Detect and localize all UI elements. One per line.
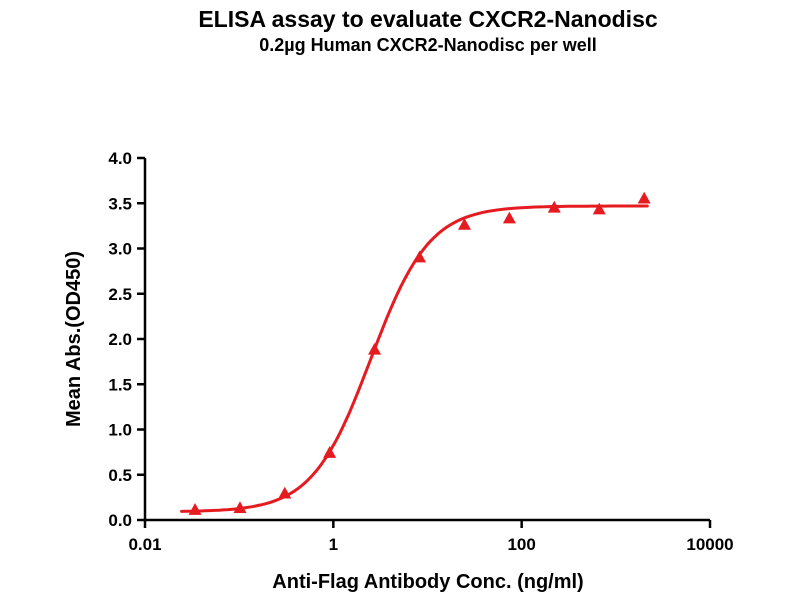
data-points: [188, 191, 651, 515]
y-axis-label: Mean Abs.(OD450): [63, 251, 85, 427]
fit-curve-path: [180, 204, 649, 513]
data-point: [457, 217, 471, 230]
x-tick-label: 1: [329, 535, 338, 554]
x-tick-label: 0.01: [128, 535, 161, 554]
data-point: [188, 503, 202, 515]
y-tick-label: 0.0: [108, 511, 132, 530]
y-tick-label: 3.5: [108, 194, 132, 213]
data-point: [323, 446, 337, 458]
data-point: [278, 486, 292, 499]
chart-title: ELISA assay to evaluate CXCR2-Nanodisc: [198, 6, 658, 32]
y-tick-label: 2.0: [108, 330, 132, 349]
data-point: [547, 200, 561, 213]
data-point: [233, 501, 247, 514]
y-tick-label: 0.5: [108, 466, 132, 485]
data-point: [413, 250, 427, 263]
x-axis-label: Anti-Flag Antibody Conc. (ng/ml): [272, 571, 583, 593]
fit-curve: [180, 204, 649, 513]
data-point: [592, 202, 606, 215]
y-tick-label: 3.0: [108, 240, 132, 259]
y-tick-label: 1.0: [108, 421, 132, 440]
x-tick-label: 10000: [686, 535, 733, 554]
chart-subtitle: 0.2µg Human CXCR2-Nanodisc per well: [259, 35, 596, 55]
y-tick-label: 4.0: [108, 149, 132, 168]
y-tick-label: 1.5: [108, 375, 132, 394]
x-tick-label: 100: [507, 535, 535, 554]
data-point: [502, 211, 516, 224]
data-point: [637, 191, 651, 204]
y-tick-label: 2.5: [108, 285, 132, 304]
axes: 0.0 0.5 1.0 1.5 2.0 2.5 3.0 3.5 4.0 0.01 1 100 10000: [108, 149, 733, 554]
data-point: [368, 342, 382, 355]
